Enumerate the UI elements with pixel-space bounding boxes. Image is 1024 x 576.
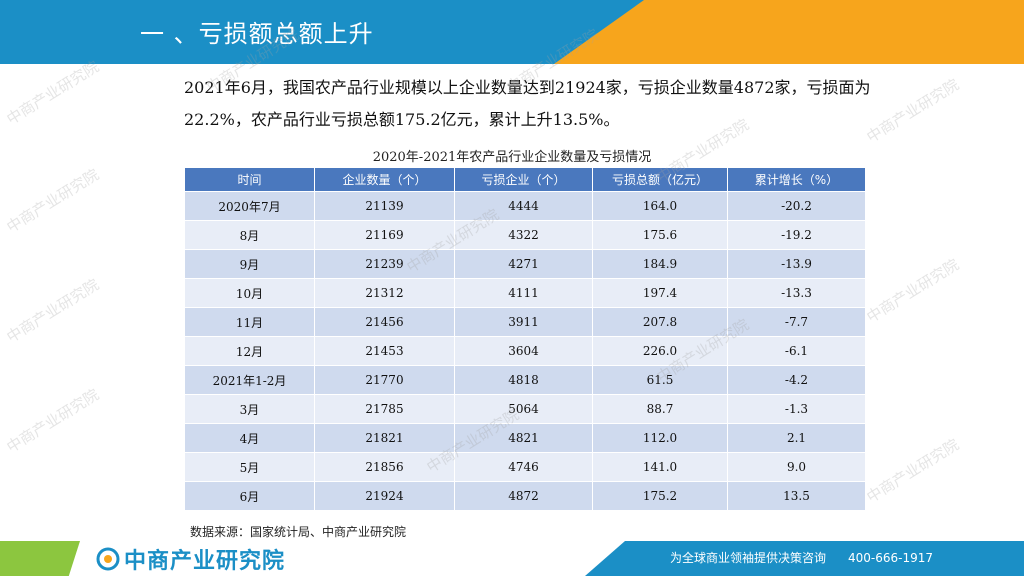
table-cell: 4746 (454, 452, 593, 482)
table-cell: -1.3 (727, 394, 866, 424)
table-cell: 3月 (184, 394, 315, 424)
table-cell: 4271 (454, 249, 593, 279)
table-cell: 4322 (454, 220, 593, 250)
table-body: 2020年7月 21139 4444 164.0 -20.2 8月 21169 4322 175… (184, 191, 866, 511)
table-cell: 13.5 (727, 481, 866, 511)
watermark: 中商产业研究院 (3, 275, 103, 347)
loss-table: 时间 企业数量（个） 亏损企业（个） 亏损总额（亿元） 累计增长（%） 2020… (184, 167, 866, 511)
footer-blue-band (585, 541, 1024, 576)
table-cell: 4821 (454, 423, 593, 453)
table-cell: -4.2 (727, 365, 866, 395)
table-cell: 4444 (454, 191, 593, 221)
section-title: 一 、亏损额总额上升 (140, 20, 374, 48)
table-cell: 4818 (454, 365, 593, 395)
table-cell: 226.0 (592, 336, 728, 366)
table-cell: 164.0 (592, 191, 728, 221)
table-cell: 10月 (184, 278, 315, 308)
table-row: 3月 21785 5064 88.7 -1.3 (184, 394, 866, 424)
table-cell: 3911 (454, 307, 593, 337)
header-cell: 亏损企业（个） (454, 167, 593, 192)
table-cell: 21456 (314, 307, 455, 337)
table-cell: 3604 (454, 336, 593, 366)
footer-green-band (0, 541, 80, 576)
table-cell: -6.1 (727, 336, 866, 366)
table-cell: 12月 (184, 336, 315, 366)
footer-phone: 400-666-1917 (848, 551, 934, 565)
summary-paragraph: 2021年6月，我国农产品行业规模以上企业数量达到21924家，亏损企业数量48… (184, 78, 871, 129)
table-cell: 8月 (184, 220, 315, 250)
table-cell: 5月 (184, 452, 315, 482)
table-cell: 4月 (184, 423, 315, 453)
table-header-row: 时间 企业数量（个） 亏损企业（个） 亏损总额（亿元） 累计增长（%） (184, 167, 866, 192)
table-cell: 61.5 (592, 365, 728, 395)
table-cell: 175.2 (592, 481, 728, 511)
table-cell: 21453 (314, 336, 455, 366)
table-title: 2020年-2021年农产品行业企业数量及亏损情况 (372, 150, 652, 165)
table-cell: 9月 (184, 249, 315, 279)
table-cell: 5064 (454, 394, 593, 424)
table-row: 11月 21456 3911 207.8 -7.7 (184, 307, 866, 337)
table-cell: 9.0 (727, 452, 866, 482)
table-cell: 21821 (314, 423, 455, 453)
table-cell: 21239 (314, 249, 455, 279)
table-row: 5月 21856 4746 141.0 9.0 (184, 452, 866, 482)
footer-bar: 中商产业研究院 为全球商业领袖提供决策咨询 400-666-1917 (0, 541, 1024, 576)
table-cell: -20.2 (727, 191, 866, 221)
logo-icon (96, 547, 120, 571)
table-cell: 21856 (314, 452, 455, 482)
table-cell: 2.1 (727, 423, 866, 453)
header-cell: 企业数量（个） (314, 167, 455, 192)
table-cell: 21924 (314, 481, 455, 511)
table-cell: -7.7 (727, 307, 866, 337)
table-row: 8月 21169 4322 175.6 -19.2 (184, 220, 866, 250)
table-cell: 21770 (314, 365, 455, 395)
table-row: 10月 21312 4111 197.4 -13.3 (184, 278, 866, 308)
logo-text: 中商产业研究院 (124, 549, 286, 574)
table-cell: 2021年1-2月 (184, 365, 315, 395)
table-cell: -13.9 (727, 249, 866, 279)
table-cell: -19.2 (727, 220, 866, 250)
table-cell: 175.6 (592, 220, 728, 250)
table-row: 2020年7月 21139 4444 164.0 -20.2 (184, 191, 866, 221)
table-cell: 88.7 (592, 394, 728, 424)
table-cell: 4111 (454, 278, 593, 308)
table-cell: 184.9 (592, 249, 728, 279)
table-cell: 6月 (184, 481, 315, 511)
watermark: 中商产业研究院 (863, 255, 963, 327)
table-cell: 112.0 (592, 423, 728, 453)
data-source: 数据来源：国家统计局、中商产业研究院 (190, 525, 407, 539)
table-row: 6月 21924 4872 175.2 13.5 (184, 481, 866, 511)
header-cell: 亏损总额（亿元） (592, 167, 728, 192)
table-cell: 197.4 (592, 278, 728, 308)
table-cell: 21139 (314, 191, 455, 221)
header-orange-band (554, 0, 1024, 64)
table-row: 2021年1-2月 21770 4818 61.5 -4.2 (184, 365, 866, 395)
header-cell: 累计增长（%） (727, 167, 866, 192)
table-cell: 4872 (454, 481, 593, 511)
company-logo: 中商产业研究院 (96, 543, 285, 575)
footer-slogan: 为全球商业领袖提供决策咨询 (670, 551, 827, 565)
table-cell: 21785 (314, 394, 455, 424)
table-row: 4月 21821 4821 112.0 2.1 (184, 423, 866, 453)
table-cell: 141.0 (592, 452, 728, 482)
header-bar: 一 、亏损额总额上升 (0, 0, 1024, 64)
watermark: 中商产业研究院 (863, 435, 963, 507)
watermark: 中商产业研究院 (3, 57, 103, 129)
footer-contact: 为全球商业领袖提供决策咨询 400-666-1917 (670, 549, 933, 566)
table-row: 12月 21453 3604 226.0 -6.1 (184, 336, 866, 366)
watermark: 中商产业研究院 (3, 165, 103, 237)
table-cell: 21169 (314, 220, 455, 250)
table-row: 9月 21239 4271 184.9 -13.9 (184, 249, 866, 279)
table-cell: -13.3 (727, 278, 866, 308)
table-cell: 2020年7月 (184, 191, 315, 221)
table-cell: 207.8 (592, 307, 728, 337)
watermark: 中商产业研究院 (3, 385, 103, 457)
header-cell: 时间 (184, 167, 315, 192)
table-cell: 11月 (184, 307, 315, 337)
table-cell: 21312 (314, 278, 455, 308)
